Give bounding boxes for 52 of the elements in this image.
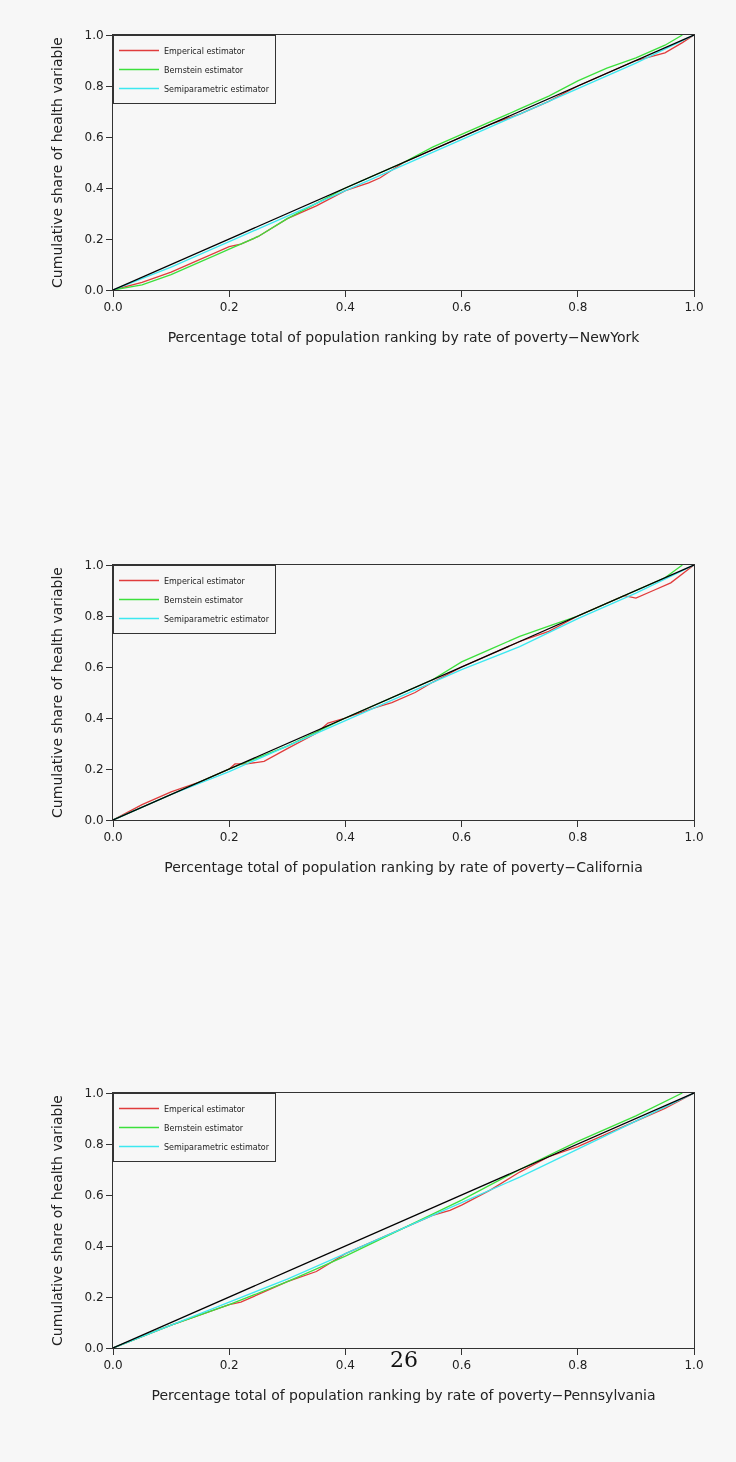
x-tick-label: 0.4 <box>335 1358 355 1373</box>
y-tick-label: 0.4 <box>84 181 104 196</box>
annotation: 26 <box>390 1347 418 1372</box>
legend-label: Semiparametric estimator <box>164 614 270 624</box>
x-tick-label: 0.6 <box>452 1358 472 1373</box>
legend-label: Semiparametric estimator <box>164 84 270 94</box>
x-tick-label: 0.6 <box>452 300 472 315</box>
y-tick-label: 1.0 <box>84 1086 104 1101</box>
x-axis-title: Percentage total of population ranking by rate of poverty−Pennsylvania <box>151 1386 656 1403</box>
y-tick-label: 0.8 <box>84 79 104 94</box>
y-tick-label: 0.2 <box>84 762 104 777</box>
y-tick-label: 0.0 <box>84 283 104 298</box>
y-tick-label: 0.6 <box>84 1188 104 1203</box>
y-axis-title: Cumulative share of health variable <box>49 567 66 818</box>
x-tick-label: 1.0 <box>684 830 704 845</box>
x-tick-label: 0.8 <box>568 830 588 845</box>
legend-label: Bernstein estimator <box>164 1123 244 1133</box>
y-tick-label: 0.8 <box>84 1137 104 1152</box>
x-tick-label: 0.6 <box>452 830 472 845</box>
y-tick-label: 0.6 <box>84 130 104 145</box>
x-tick-label: 0.4 <box>335 300 355 315</box>
legend-label: Emperical estimator <box>164 576 246 586</box>
y-tick-label: 0.2 <box>84 1290 104 1305</box>
x-tick-label: 0.0 <box>103 1358 123 1373</box>
y-tick-label: 0.2 <box>84 232 104 247</box>
legend-label: Semiparametric estimator <box>164 1142 270 1152</box>
y-tick-label: 0.4 <box>84 711 104 726</box>
y-tick-label: 0.8 <box>84 609 104 624</box>
legend-label: Bernstein estimator <box>164 65 244 75</box>
x-tick-label: 0.8 <box>568 300 588 315</box>
x-tick-label: 0.2 <box>219 830 239 845</box>
x-axis-title: Percentage total of population ranking by rate of poverty−California <box>164 858 643 875</box>
x-tick-label: 0.2 <box>219 300 239 315</box>
y-tick-label: 1.0 <box>84 558 104 573</box>
y-tick-label: 0.6 <box>84 660 104 675</box>
x-tick-label: 1.0 <box>684 1358 704 1373</box>
legend-label: Bernstein estimator <box>164 595 244 605</box>
x-tick-label: 0.2 <box>219 1358 239 1373</box>
y-tick-label: 0.0 <box>84 1341 104 1356</box>
y-axis-title: Cumulative share of health variable <box>49 37 66 288</box>
y-tick-label: 0.4 <box>84 1239 104 1254</box>
x-tick-label: 1.0 <box>684 300 704 315</box>
y-tick-label: 0.0 <box>84 813 104 828</box>
x-tick-label: 0.4 <box>335 830 355 845</box>
x-tick-label: 0.8 <box>568 1358 588 1373</box>
x-axis-title: Percentage total of population ranking by rate of poverty−NewYork <box>167 328 641 345</box>
x-tick-label: 0.0 <box>103 300 123 315</box>
y-tick-label: 1.0 <box>84 28 104 43</box>
legend-label: Emperical estimator <box>164 46 246 56</box>
y-axis-title: Cumulative share of health variable <box>49 1095 66 1346</box>
legend-label: Emperical estimator <box>164 1104 246 1114</box>
x-tick-label: 0.0 <box>103 830 123 845</box>
